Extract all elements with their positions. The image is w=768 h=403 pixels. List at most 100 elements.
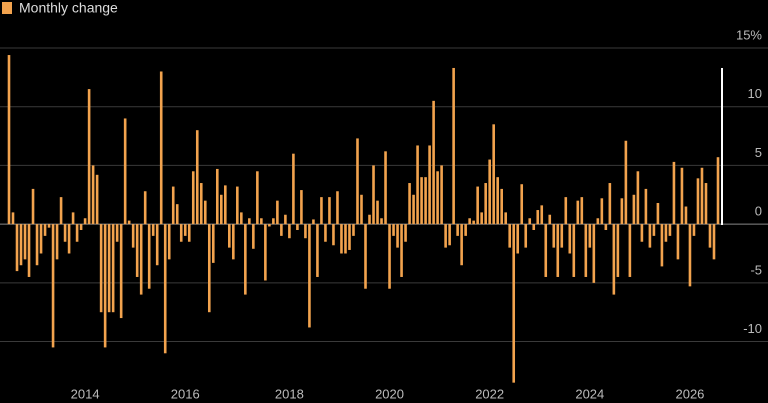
bar	[135, 224, 139, 277]
bar	[512, 224, 516, 383]
bar	[356, 138, 359, 225]
bar	[211, 224, 215, 263]
y-tick-label: -10	[743, 321, 762, 336]
bar	[468, 218, 471, 225]
x-tick-label: 2024	[575, 386, 604, 401]
bar	[63, 224, 67, 242]
bar	[480, 212, 483, 225]
bar	[448, 224, 451, 246]
bar	[432, 100, 435, 225]
bar	[524, 224, 528, 248]
bar	[368, 214, 371, 225]
bar	[564, 197, 568, 225]
bar	[268, 224, 271, 227]
bar	[352, 224, 355, 236]
bar	[131, 224, 135, 248]
bar	[336, 191, 339, 225]
y-tick-label: 0	[755, 204, 762, 219]
bar	[308, 224, 311, 328]
legend-swatch	[2, 2, 12, 14]
bar	[400, 224, 403, 277]
bar	[436, 171, 439, 225]
bar	[460, 224, 463, 266]
bar	[115, 224, 119, 242]
x-tick-label: 2020	[375, 386, 404, 401]
x-tick-label: 2014	[71, 386, 100, 401]
bar	[7, 55, 11, 225]
bar	[31, 188, 35, 225]
bar	[51, 224, 55, 348]
bar	[516, 224, 520, 254]
bar	[91, 165, 95, 225]
bar	[584, 224, 588, 277]
y-tick-label: -5	[750, 262, 762, 277]
bar	[19, 224, 23, 266]
bar	[528, 218, 532, 225]
bar	[676, 224, 680, 260]
bar	[143, 191, 147, 225]
bar	[412, 194, 415, 225]
bar	[392, 224, 395, 236]
bar	[668, 224, 672, 236]
bar	[123, 118, 127, 225]
bar	[155, 224, 159, 266]
bar	[39, 224, 43, 254]
bar	[199, 183, 203, 225]
bar	[404, 224, 407, 242]
bar	[207, 224, 211, 313]
bar	[163, 224, 167, 354]
bar	[244, 224, 247, 295]
bar	[544, 224, 548, 277]
bar	[556, 224, 560, 277]
bar	[560, 224, 564, 248]
bar	[264, 224, 267, 281]
bar	[187, 224, 191, 242]
bar	[312, 219, 315, 225]
bar	[260, 218, 263, 225]
bar	[55, 224, 59, 260]
bar	[139, 224, 143, 295]
bar	[456, 224, 459, 236]
bar	[712, 224, 716, 260]
y-tick-label: 10	[748, 86, 762, 101]
bar	[171, 186, 175, 225]
bar	[23, 224, 27, 260]
bar	[147, 224, 151, 289]
y-tick-label: 5	[755, 145, 762, 160]
bar	[428, 145, 431, 225]
bar	[684, 206, 688, 225]
bar	[183, 224, 187, 236]
bar	[304, 224, 307, 239]
bar	[215, 168, 219, 225]
bar	[420, 177, 423, 225]
bar	[656, 202, 660, 225]
bar	[328, 197, 331, 225]
bar	[612, 224, 616, 295]
bar	[159, 71, 163, 225]
x-tick-label: 2022	[475, 386, 504, 401]
bar	[596, 218, 600, 225]
bar	[292, 153, 295, 225]
bar	[376, 200, 379, 225]
x-tick-label: 2026	[675, 386, 704, 401]
bar	[384, 151, 387, 225]
bar	[600, 198, 604, 225]
bar	[644, 188, 648, 225]
bar	[700, 167, 704, 225]
bar	[540, 205, 544, 225]
bar	[47, 224, 51, 228]
bar	[508, 224, 512, 248]
bar	[35, 224, 39, 266]
bar	[452, 67, 455, 225]
bar	[608, 183, 612, 225]
bar	[604, 224, 608, 231]
bar	[288, 224, 291, 239]
bar	[716, 157, 720, 225]
bar	[504, 212, 508, 225]
bar	[380, 218, 383, 225]
bar	[236, 186, 239, 225]
bar	[360, 194, 363, 225]
bar	[444, 224, 447, 248]
